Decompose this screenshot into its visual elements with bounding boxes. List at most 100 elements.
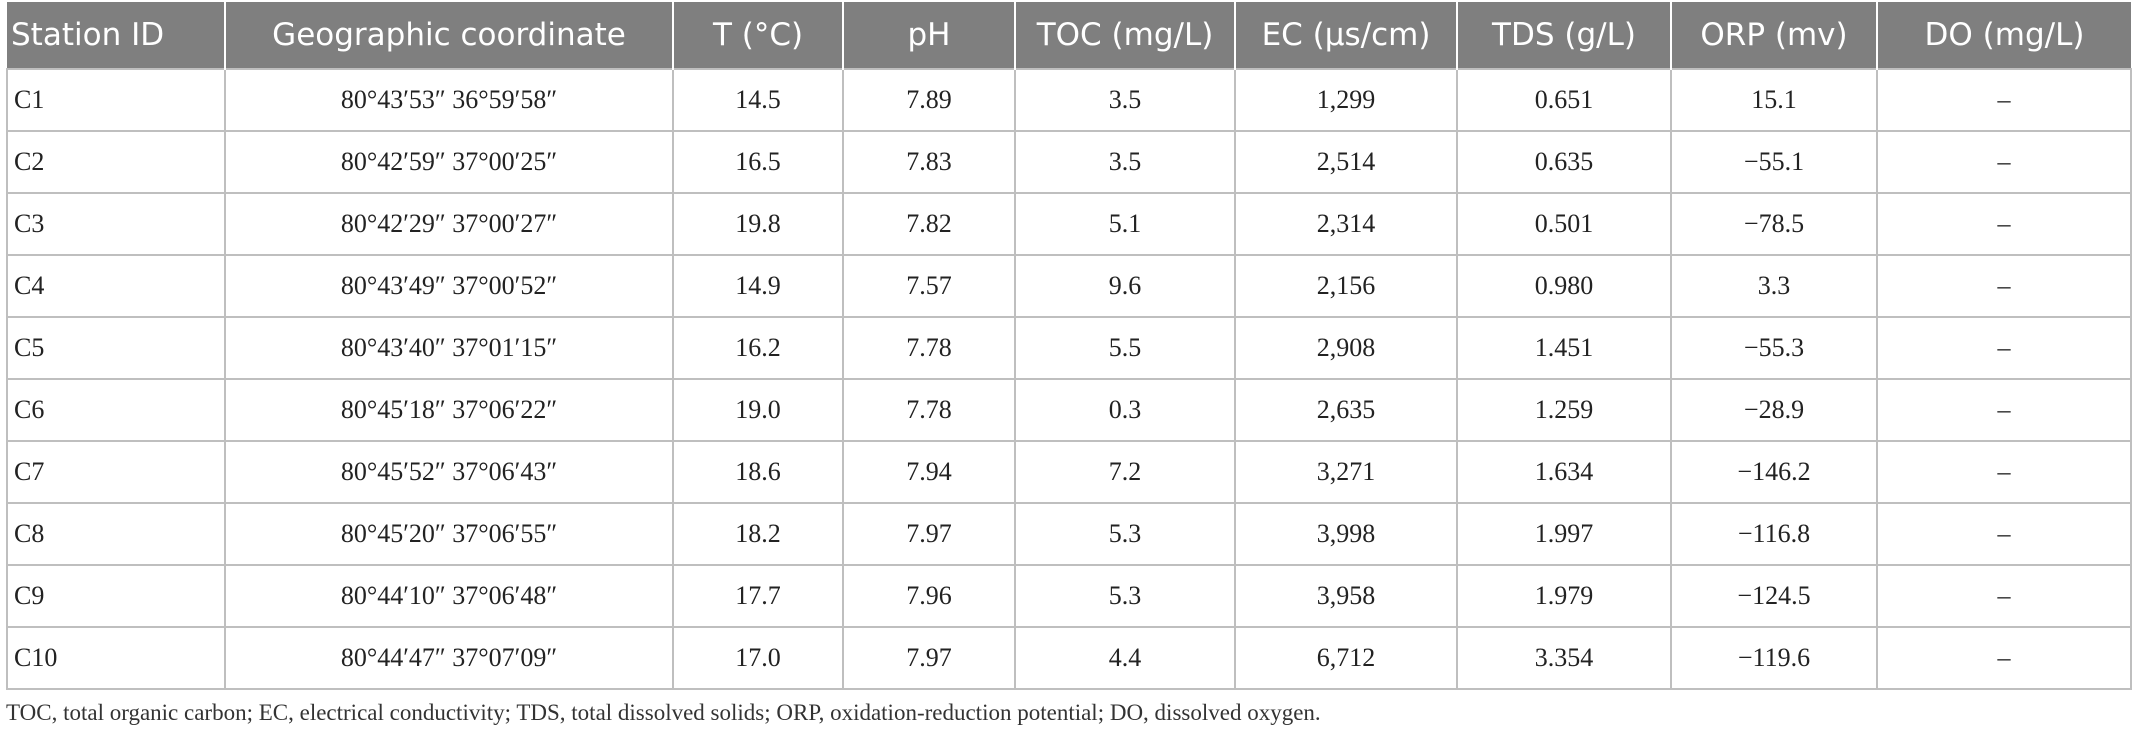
- cell-toc: 3.5: [1014, 130, 1236, 194]
- cell-station-id: C2: [6, 130, 226, 194]
- cell-do: –: [1876, 502, 2132, 566]
- cell-orp: 3.3: [1670, 254, 1878, 318]
- cell-temperature: 17.0: [672, 626, 844, 690]
- cell-orp: −78.5: [1670, 192, 1878, 256]
- cell-tds: 1.451: [1456, 316, 1672, 380]
- cell-toc: 9.6: [1014, 254, 1236, 318]
- header-toc: TOC (mg/L): [1014, 2, 1235, 69]
- cell-ph: 7.57: [842, 254, 1016, 318]
- cell-geographic-coordinate: 80°45′18″ 37°06′22″: [224, 378, 674, 442]
- cell-do: –: [1876, 68, 2132, 132]
- cell-toc: 5.3: [1014, 502, 1236, 566]
- cell-ec: 3,958: [1234, 564, 1458, 628]
- cell-station-id: C10: [6, 626, 226, 690]
- cell-do: –: [1876, 130, 2132, 194]
- cell-do: –: [1876, 192, 2132, 256]
- table-row: C10 80°44′47″ 37°07′09″ 17.0 7.97 4.4 6,712 3.…: [6, 626, 2132, 690]
- table-row: C8 80°45′20″ 37°06′55″ 18.2 7.97 5.3 3,998 1.9…: [6, 502, 2132, 566]
- cell-tds: 0.501: [1456, 192, 1672, 256]
- cell-ph: 7.97: [842, 502, 1016, 566]
- cell-ec: 2,635: [1234, 378, 1458, 442]
- cell-orp: 15.1: [1670, 68, 1878, 132]
- cell-temperature: 19.0: [672, 378, 844, 442]
- cell-orp: −146.2: [1670, 440, 1878, 504]
- cell-toc: 3.5: [1014, 68, 1236, 132]
- cell-geographic-coordinate: 80°42′29″ 37°00′27″: [224, 192, 674, 256]
- cell-do: –: [1876, 316, 2132, 380]
- cell-temperature: 14.9: [672, 254, 844, 318]
- cell-toc: 5.3: [1014, 564, 1236, 628]
- cell-station-id: C9: [6, 564, 226, 628]
- cell-station-id: C7: [6, 440, 226, 504]
- cell-ph: 7.82: [842, 192, 1016, 256]
- cell-toc: 0.3: [1014, 378, 1236, 442]
- cell-station-id: C8: [6, 502, 226, 566]
- cell-temperature: 17.7: [672, 564, 844, 628]
- cell-toc: 4.4: [1014, 626, 1236, 690]
- cell-do: –: [1876, 626, 2132, 690]
- cell-geographic-coordinate: 80°43′53″ 36°59′58″: [224, 68, 674, 132]
- cell-ec: 3,271: [1234, 440, 1458, 504]
- header-orp: ORP (mv): [1670, 2, 1877, 69]
- table-row: C2 80°42′59″ 37°00′25″ 16.5 7.83 3.5 2,514 0.6…: [6, 130, 2132, 194]
- cell-ph: 7.78: [842, 378, 1016, 442]
- table-row: C5 80°43′40″ 37°01′15″ 16.2 7.78 5.5 2,908 1.4…: [6, 316, 2132, 380]
- cell-temperature: 16.2: [672, 316, 844, 380]
- cell-temperature: 19.8: [672, 192, 844, 256]
- cell-geographic-coordinate: 80°42′59″ 37°00′25″: [224, 130, 674, 194]
- cell-station-id: C5: [6, 316, 226, 380]
- table-row: C6 80°45′18″ 37°06′22″ 19.0 7.78 0.3 2,635 1.2…: [6, 378, 2132, 442]
- cell-station-id: C4: [6, 254, 226, 318]
- cell-temperature: 18.6: [672, 440, 844, 504]
- header-ec: EC (μs/cm): [1234, 2, 1457, 69]
- cell-ec: 1,299: [1234, 68, 1458, 132]
- station-data-table: Station ID Geographic coordinate T (°C) …: [6, 2, 2132, 690]
- cell-ph: 7.97: [842, 626, 1016, 690]
- header-geographic-coordinate: Geographic coordinate: [224, 2, 673, 69]
- cell-geographic-coordinate: 80°45′52″ 37°06′43″: [224, 440, 674, 504]
- cell-ph: 7.89: [842, 68, 1016, 132]
- header-station-id: Station ID: [7, 2, 225, 69]
- cell-geographic-coordinate: 80°45′20″ 37°06′55″: [224, 502, 674, 566]
- cell-orp: −124.5: [1670, 564, 1878, 628]
- cell-station-id: C1: [6, 68, 226, 132]
- cell-orp: −55.3: [1670, 316, 1878, 380]
- cell-ec: 2,314: [1234, 192, 1458, 256]
- cell-tds: 3.354: [1456, 626, 1672, 690]
- cell-ph: 7.83: [842, 130, 1016, 194]
- cell-tds: 0.651: [1456, 68, 1672, 132]
- data-table-container: Station ID Geographic coordinate T (°C) …: [6, 2, 2132, 690]
- cell-temperature: 14.5: [672, 68, 844, 132]
- cell-ec: 2,514: [1234, 130, 1458, 194]
- cell-tds: 1.259: [1456, 378, 1672, 442]
- header-temperature: T (°C): [672, 2, 843, 69]
- cell-ph: 7.94: [842, 440, 1016, 504]
- table-row: C3 80°42′29″ 37°00′27″ 19.8 7.82 5.1 2,314 0.5…: [6, 192, 2132, 256]
- table-row: C4 80°43′49″ 37°00′52″ 14.9 7.57 9.6 2,156 0.9…: [6, 254, 2132, 318]
- table-header-row: Station ID Geographic coordinate T (°C) …: [7, 2, 2131, 69]
- header-ph: pH: [842, 2, 1015, 69]
- cell-tds: 0.980: [1456, 254, 1672, 318]
- cell-do: –: [1876, 378, 2132, 442]
- cell-ph: 7.78: [842, 316, 1016, 380]
- cell-temperature: 16.5: [672, 130, 844, 194]
- cell-temperature: 18.2: [672, 502, 844, 566]
- cell-ec: 3,998: [1234, 502, 1458, 566]
- cell-ec: 2,908: [1234, 316, 1458, 380]
- table-body: C1 80°43′53″ 36°59′58″ 14.5 7.89 3.5 1,299 0.6…: [6, 68, 2132, 690]
- cell-do: –: [1876, 254, 2132, 318]
- table-row: C1 80°43′53″ 36°59′58″ 14.5 7.89 3.5 1,299 0.6…: [6, 68, 2132, 132]
- cell-tds: 1.997: [1456, 502, 1672, 566]
- cell-ph: 7.96: [842, 564, 1016, 628]
- cell-station-id: C6: [6, 378, 226, 442]
- cell-orp: −116.8: [1670, 502, 1878, 566]
- header-tds: TDS (g/L): [1456, 2, 1671, 69]
- cell-geographic-coordinate: 80°44′47″ 37°07′09″: [224, 626, 674, 690]
- cell-toc: 7.2: [1014, 440, 1236, 504]
- cell-orp: −55.1: [1670, 130, 1878, 194]
- cell-do: –: [1876, 564, 2132, 628]
- cell-geographic-coordinate: 80°43′40″ 37°01′15″: [224, 316, 674, 380]
- header-do: DO (mg/L): [1876, 2, 2131, 69]
- cell-geographic-coordinate: 80°44′10″ 37°06′48″: [224, 564, 674, 628]
- cell-do: –: [1876, 440, 2132, 504]
